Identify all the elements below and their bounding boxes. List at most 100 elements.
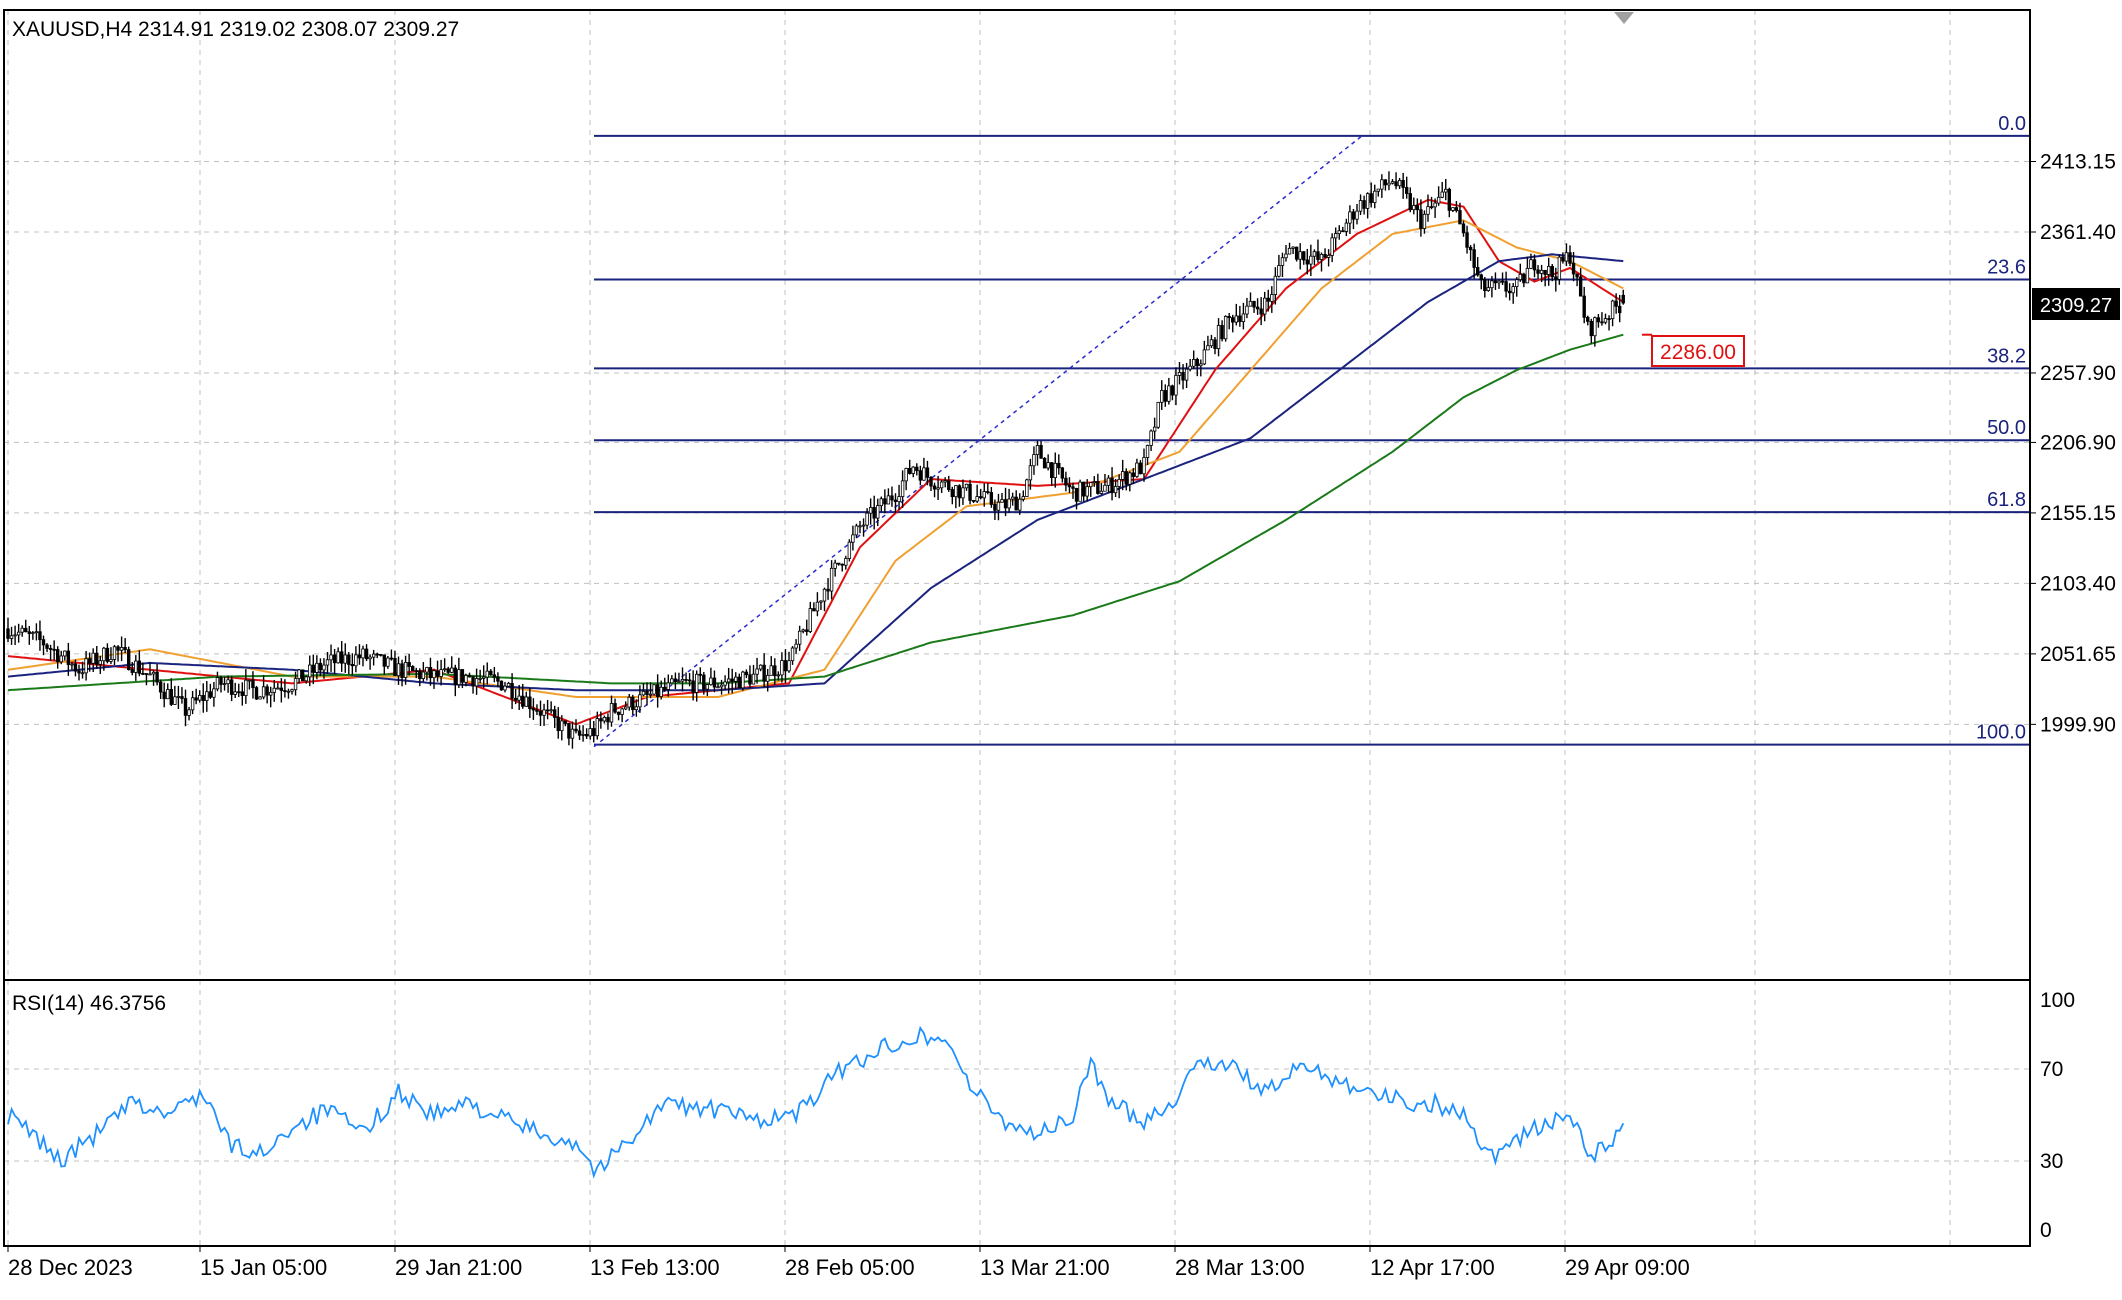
candle-body: [403, 662, 408, 678]
candle-body: [1330, 237, 1334, 256]
candle-body: [237, 691, 241, 694]
candle-body: [1273, 275, 1278, 295]
candle-body: [1270, 294, 1274, 302]
candle-body: [592, 728, 596, 737]
candle-body: [542, 709, 546, 716]
candle-body: [655, 684, 660, 697]
candle-body: [1071, 486, 1075, 489]
candle-body: [1433, 202, 1437, 208]
candle-body: [684, 679, 688, 681]
candle-body: [354, 654, 358, 667]
candle-body: [134, 660, 138, 673]
candle-body: [485, 670, 489, 678]
candle-body: [961, 487, 965, 499]
candle-body: [528, 696, 532, 710]
candle-body: [1465, 232, 1469, 248]
candle-body: [1312, 251, 1317, 257]
candle-body: [357, 654, 362, 659]
candle-body: [1067, 484, 1072, 488]
candle-body: [162, 691, 166, 700]
candle-body: [471, 676, 475, 687]
candle-body: [1422, 213, 1427, 229]
rsi-panel-frame: [3, 979, 2031, 1247]
candle-body: [428, 667, 433, 679]
candle-body: [872, 507, 876, 519]
candle-body: [410, 666, 415, 672]
candle-body: [1074, 487, 1079, 502]
candle-body: [1387, 182, 1391, 186]
candle-body: [1550, 266, 1554, 278]
trendline[interactable]: [593, 135, 1363, 748]
candle-body: [1479, 274, 1483, 280]
candle-body: [169, 689, 173, 705]
candle-body: [1053, 462, 1057, 478]
candle-body: [666, 682, 670, 690]
candle-body: [24, 627, 28, 633]
candle-body: [382, 654, 386, 667]
x-tick-label: 13 Mar 21:00: [980, 1255, 1110, 1280]
candle-body: [936, 487, 940, 490]
y-tick-label: 2103.40: [2040, 572, 2116, 595]
candle-body: [844, 558, 848, 566]
candle-body: [276, 687, 280, 690]
candle-body: [634, 706, 639, 711]
candle-body: [815, 601, 820, 612]
candle-body: [1493, 280, 1498, 284]
candle-body: [226, 679, 230, 685]
candle-body: [1202, 349, 1207, 365]
candle-body: [1028, 465, 1033, 481]
fibonacci-retracement[interactable]: 0.0 23.6 38.2 50.0 61.8 100.0: [594, 113, 2030, 746]
candle-body: [982, 491, 986, 499]
candle-body: [1195, 359, 1199, 367]
x-tick-label: 12 Apr 17:00: [1370, 1255, 1495, 1280]
candle-body: [386, 657, 390, 667]
candle-body: [1199, 363, 1203, 367]
candle-body: [95, 652, 99, 665]
candle-body: [1390, 181, 1395, 184]
alert-level-tag[interactable]: 2286.00: [1642, 333, 1745, 367]
candle-body: [190, 697, 195, 711]
chart-shift-marker[interactable]: [1614, 12, 1634, 24]
candle-body: [336, 651, 340, 664]
candle-body: [755, 668, 759, 675]
candle-body: [116, 646, 120, 651]
candle-body: [1039, 445, 1043, 459]
candle-body: [1394, 181, 1398, 187]
candle-body: [481, 676, 486, 679]
candle-body: [584, 733, 589, 737]
candle-body: [311, 664, 315, 673]
moving-average-ma_fast: [7, 198, 1624, 726]
candle-body: [1042, 457, 1047, 469]
candle-body: [691, 680, 695, 693]
candle-body: [641, 690, 646, 696]
candle-body: [77, 670, 81, 674]
candle-body: [645, 690, 649, 696]
candle-body: [180, 696, 184, 699]
candle-body: [993, 504, 997, 511]
candle-body: [1607, 318, 1611, 320]
y-tick-label: 2413.15: [2040, 151, 2116, 174]
candle-body: [1216, 325, 1221, 350]
candle-body: [105, 647, 110, 662]
candle-body: [265, 686, 269, 696]
candle-body: [858, 525, 862, 528]
candle-body: [229, 679, 234, 695]
candlesticks: [6, 171, 1625, 749]
candle-body: [325, 659, 330, 666]
candle-body: [726, 678, 731, 683]
candle-body: [87, 658, 92, 664]
candle-body: [730, 678, 734, 682]
candle-body: [173, 696, 177, 705]
candle-body: [1152, 426, 1157, 432]
candle-body: [293, 678, 298, 691]
candle-body: [339, 651, 344, 664]
candle-body: [879, 498, 883, 507]
candle-body: [1192, 359, 1196, 367]
rsi-indicator: [7, 1025, 1625, 1179]
candle-body: [1365, 193, 1370, 209]
candle-body: [1181, 372, 1185, 381]
candle-body: [112, 646, 117, 660]
candle-body: [517, 695, 521, 701]
candle-body: [1504, 281, 1508, 292]
